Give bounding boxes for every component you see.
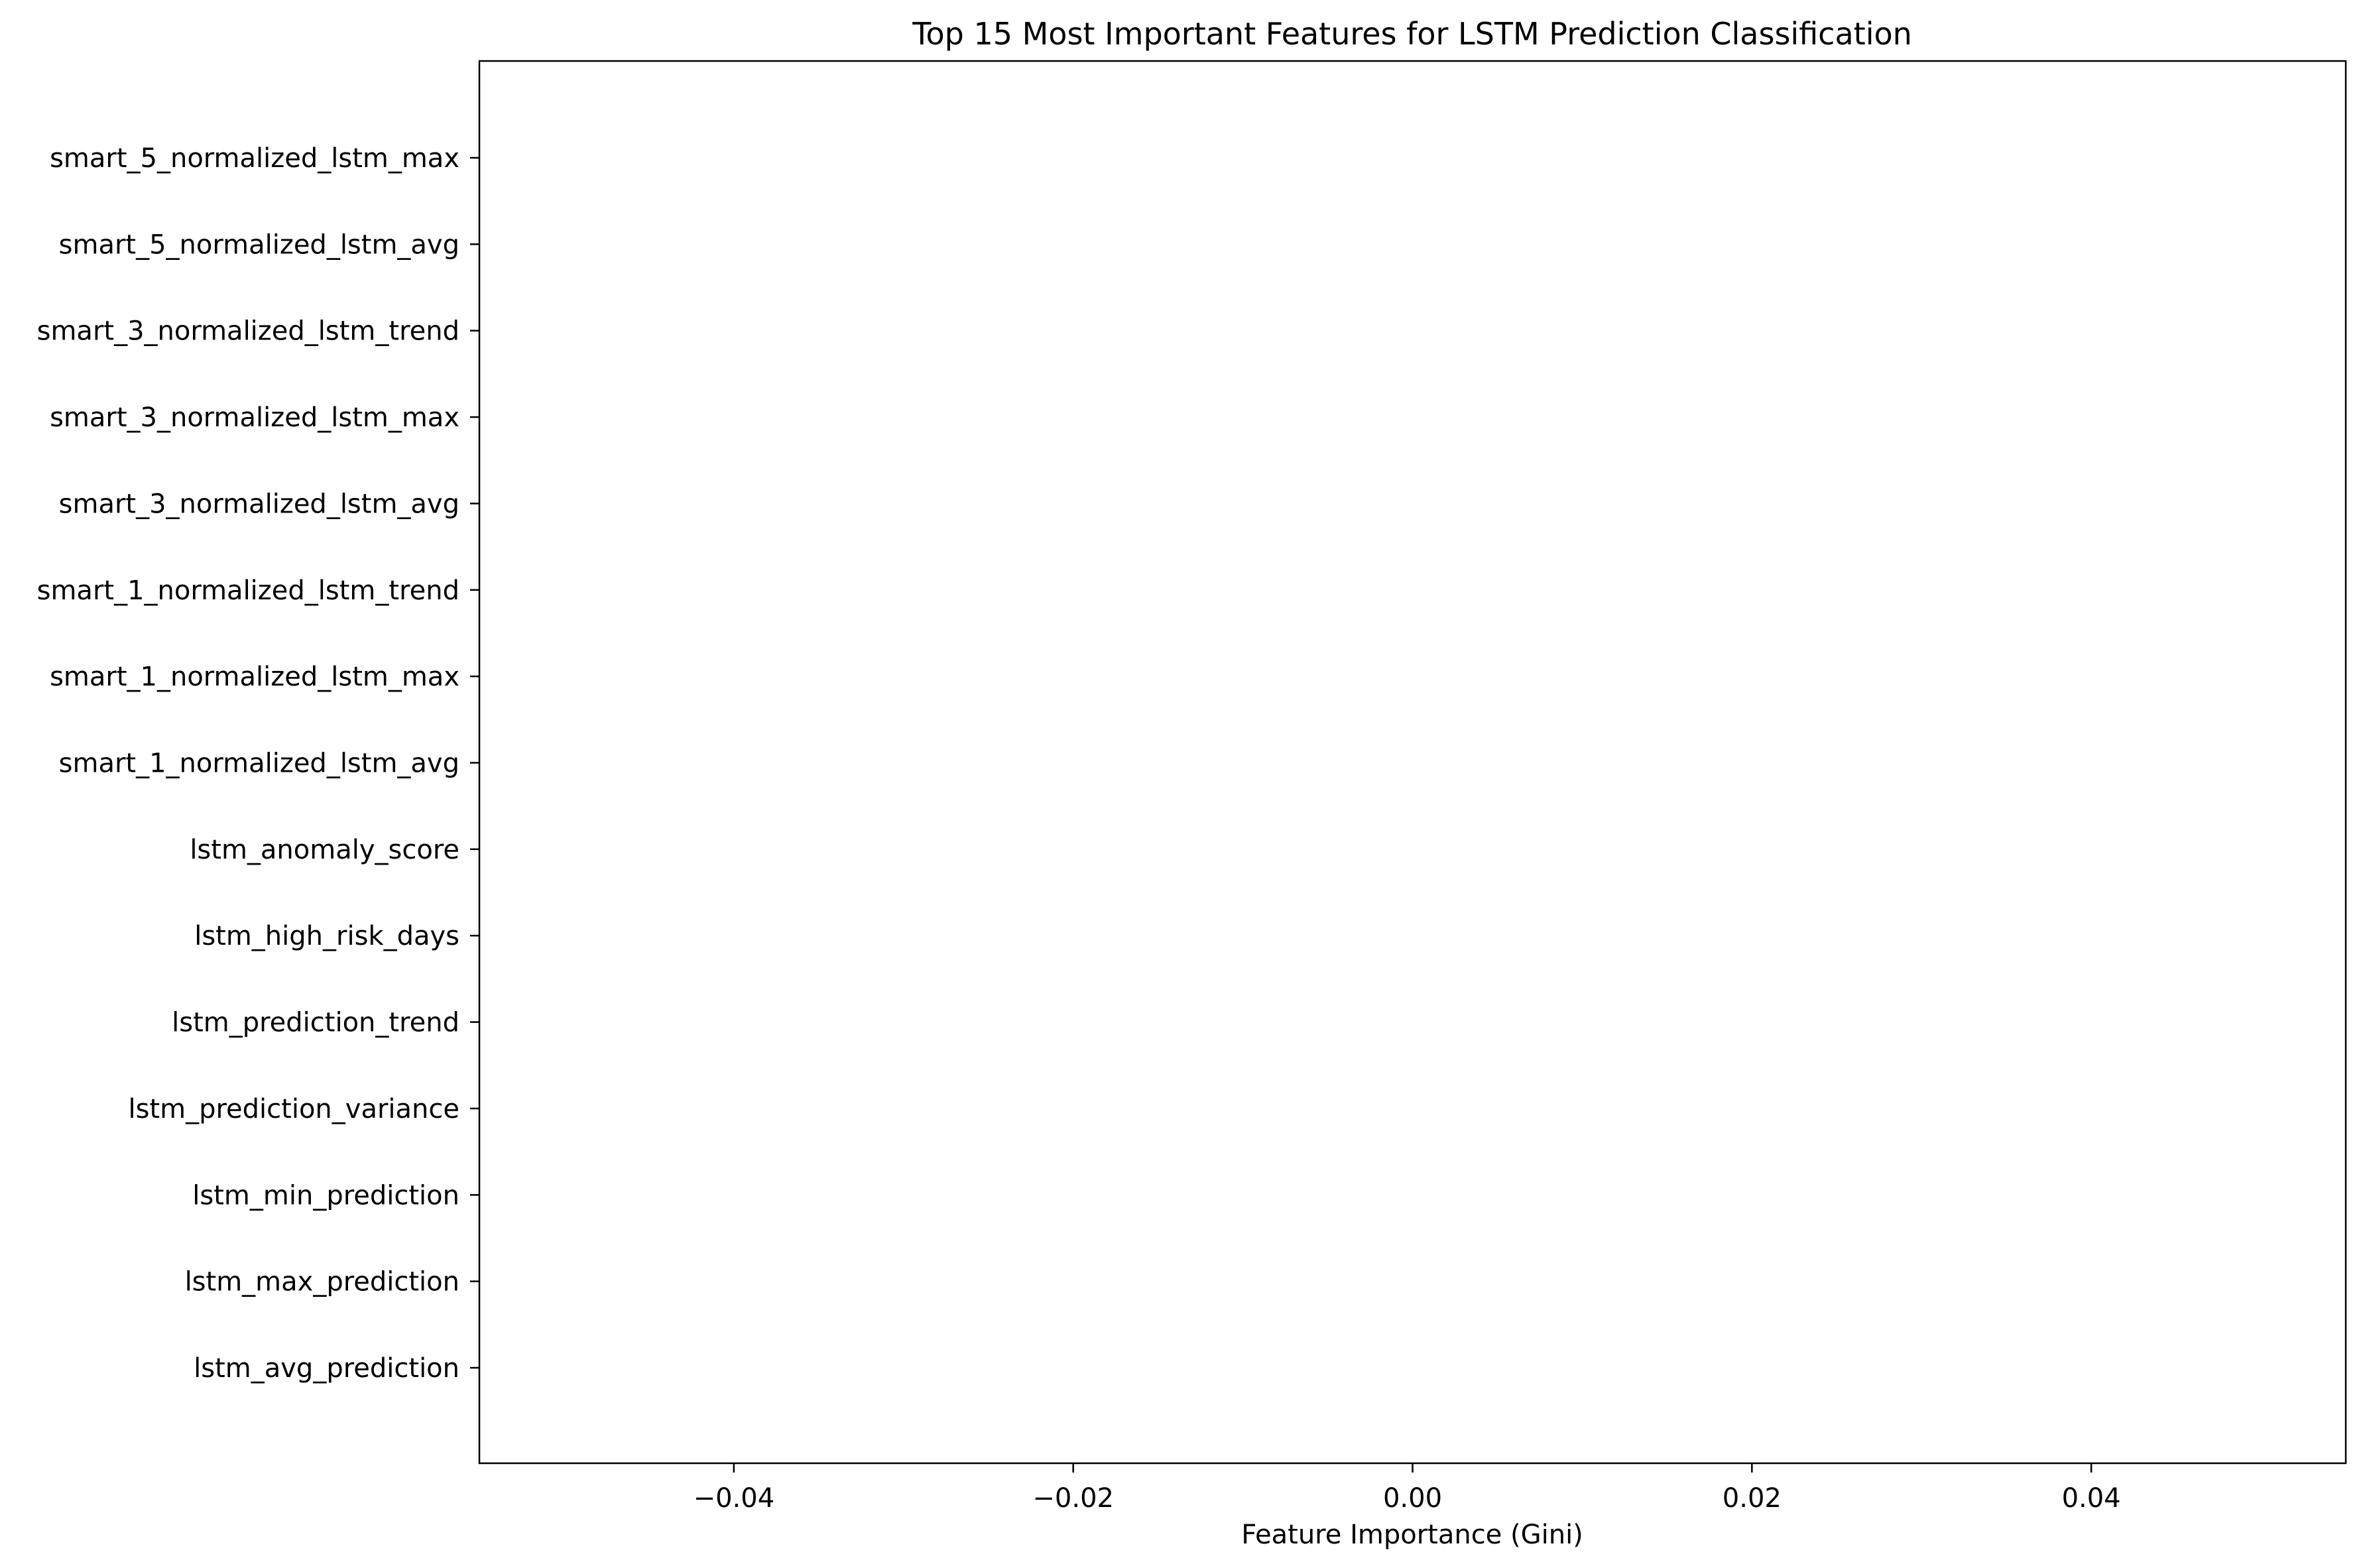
y-tick-label: lstm_prediction_trend [172, 1008, 459, 1038]
y-tick-label: smart_3_normalized_lstm_trend [37, 316, 459, 347]
y-tick-label: lstm_min_prediction [192, 1180, 459, 1211]
y-tick-label: smart_3_normalized_lstm_avg [59, 489, 459, 519]
y-tick-label: smart_1_normalized_lstm_avg [59, 749, 459, 779]
y-tick-label: lstm_high_risk_days [194, 921, 459, 951]
x-tick-label: −0.04 [694, 1483, 775, 1514]
y-tick-label: smart_5_normalized_lstm_avg [59, 229, 459, 260]
y-tick-label: lstm_anomaly_score [190, 835, 459, 865]
x-tick-label: 0.00 [1383, 1483, 1442, 1514]
chart-title: Top 15 Most Important Features for LSTM … [912, 16, 1912, 52]
y-axis: lstm_avg_prediction lstm_max_prediction ls… [37, 143, 479, 1384]
y-tick-label: smart_3_normalized_lstm_max [50, 402, 459, 433]
x-axis-label: Feature Importance (Gini) [1241, 1520, 1583, 1550]
y-tick-label: smart_1_normalized_lstm_trend [37, 575, 459, 606]
y-tick-label: lstm_prediction_variance [129, 1094, 460, 1124]
x-axis: −0.04 −0.02 0.00 0.02 0.04 [694, 1463, 2121, 1514]
x-tick-label: 0.02 [1723, 1483, 1782, 1514]
x-tick-label: −0.02 [1032, 1483, 1114, 1514]
y-tick-label: lstm_avg_prediction [194, 1353, 459, 1384]
y-tick-label: smart_5_normalized_lstm_max [50, 143, 459, 174]
y-tick-label: smart_1_normalized_lstm_max [50, 662, 459, 692]
x-tick-label: 0.04 [2062, 1483, 2121, 1514]
y-tick-label: lstm_max_prediction [185, 1267, 459, 1297]
